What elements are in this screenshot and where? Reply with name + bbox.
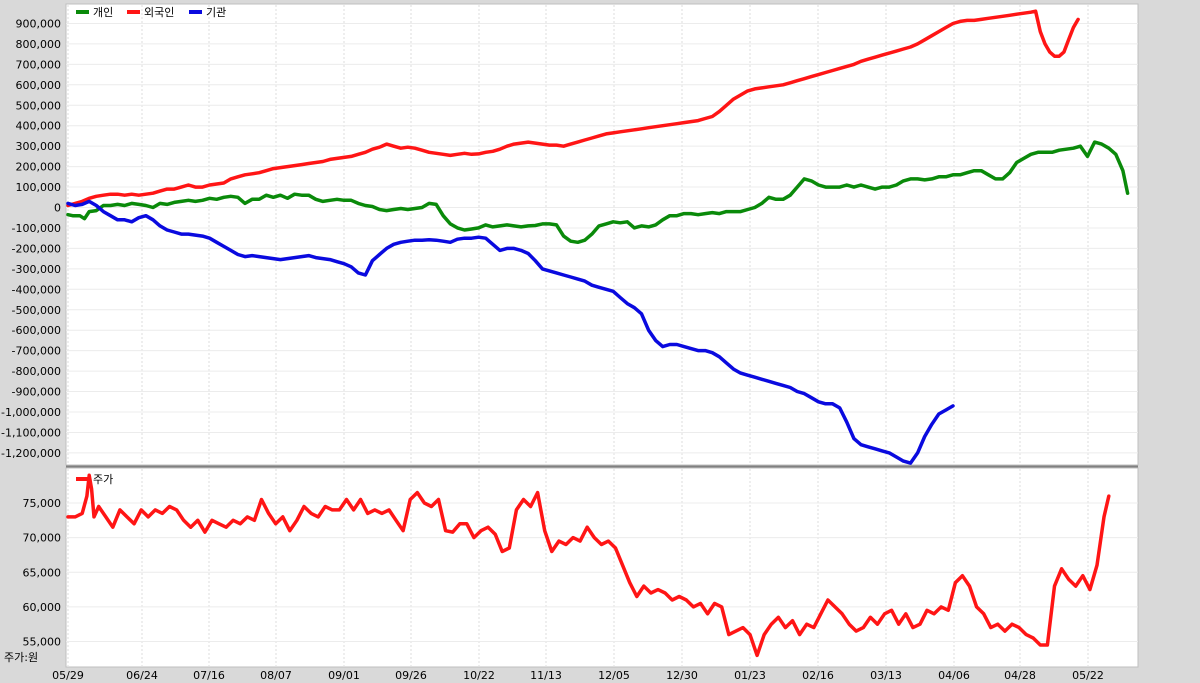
y-tick-label: 100,000	[16, 181, 62, 194]
legend-label: 주가	[93, 473, 113, 486]
y-tick-label: 600,000	[16, 79, 62, 92]
x-tick-label: 04/28	[1004, 669, 1036, 682]
series-line-외국인	[66, 9, 1080, 208]
y-tick-label: -400,000	[12, 283, 61, 296]
x-tick-label: 09/01	[328, 669, 360, 682]
y-tick-label: 300,000	[16, 140, 62, 153]
x-tick-label: 05/29	[52, 669, 84, 682]
y-tick-label: 700,000	[16, 58, 62, 71]
y-tick-label: -1,100,000	[1, 426, 61, 439]
x-tick-label: 12/05	[598, 669, 630, 682]
y-tick-label: 500,000	[16, 99, 62, 112]
y-tick-label: -600,000	[12, 324, 61, 337]
legend-label: 외국인	[144, 6, 174, 19]
y-tick-label: 900,000	[16, 17, 62, 30]
y-tick-label: 55,000	[23, 636, 62, 649]
y-tick-label: -1,200,000	[1, 447, 61, 460]
y-tick-label: -100,000	[12, 222, 61, 235]
y-tick-label: -1,000,000	[1, 406, 61, 419]
y-tick-label: 75,000	[23, 497, 62, 510]
legend-label: 기관	[206, 6, 226, 19]
legend-swatch	[76, 477, 89, 481]
y-tick-label: -500,000	[12, 304, 61, 317]
x-tick-label: 12/30	[666, 669, 698, 682]
legend-swatch	[76, 10, 89, 14]
y-tick-label: -300,000	[12, 263, 61, 276]
legend-swatch	[127, 10, 140, 14]
x-axis-labels: 05/29 06/24 07/16 08/07 09/01 09/26 10/22 11/13…	[52, 669, 1104, 682]
x-tick-label: 04/06	[938, 669, 970, 682]
x-tick-label: 03/13	[870, 669, 902, 682]
top-plot-area	[65, 3, 1139, 466]
y-tick-label: 0	[54, 202, 61, 215]
series-line-기관	[66, 199, 955, 465]
y-tick-label: -700,000	[12, 345, 61, 358]
y-tick-label: -200,000	[12, 242, 61, 255]
y-tick-label: 65,000	[23, 566, 62, 579]
series-line-개인	[66, 140, 1130, 245]
legend-label: 개인	[93, 6, 113, 19]
y-tick-label: 200,000	[16, 161, 62, 174]
y-tick-label: -900,000	[12, 386, 61, 399]
x-tick-label: 08/07	[260, 669, 292, 682]
y-tick-label: 400,000	[16, 120, 62, 133]
series-lines	[66, 9, 1130, 658]
y-tick-label: 60,000	[23, 601, 62, 614]
x-tick-label: 01/23	[734, 669, 766, 682]
x-tick-label: 06/24	[126, 669, 158, 682]
x-tick-label: 11/13	[530, 669, 562, 682]
y-tick-label: 70,000	[23, 532, 62, 545]
x-tick-label: 10/22	[463, 669, 495, 682]
y-tick-label: 800,000	[16, 38, 62, 51]
x-tick-label: 02/16	[802, 669, 834, 682]
legend-swatch	[189, 10, 202, 14]
price-unit-label: 주가:원	[4, 651, 38, 664]
y-axis-labels: 900,000 800,000 700,000 600,000 500,000 400,0…	[1, 17, 61, 648]
series-line-주가	[66, 473, 1111, 658]
x-tick-label: 07/16	[193, 669, 225, 682]
y-tick-label: -800,000	[12, 365, 61, 378]
bottom-plot-area	[65, 467, 1139, 668]
x-tick-label: 05/22	[1072, 669, 1104, 682]
x-tick-label: 09/26	[395, 669, 427, 682]
